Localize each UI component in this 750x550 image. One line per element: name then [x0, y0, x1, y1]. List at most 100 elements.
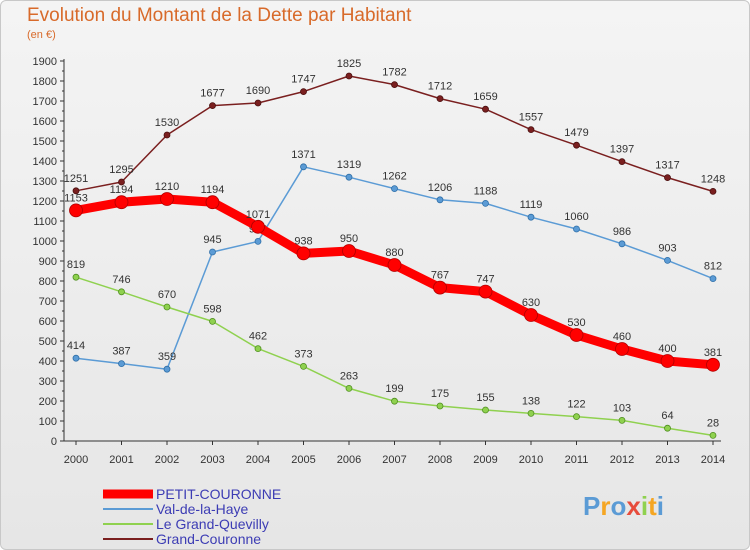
data-point-grand-couronne: [163, 131, 171, 139]
data-label-grand-couronne: 1397: [610, 144, 634, 156]
data-point-val-de-la-haye: [209, 248, 216, 256]
data-point-petit-couronne: [478, 284, 493, 299]
x-tick-label: 2006: [337, 454, 361, 466]
data-label-grand-couronne: 1825: [337, 58, 361, 70]
data-label-grand-couronne: 1557: [519, 112, 543, 124]
data-point-val-de-la-haye: [573, 225, 580, 233]
data-point-val-de-la-haye: [72, 354, 80, 362]
data-label-le-grand-quevilly: 122: [567, 399, 585, 411]
data-point-petit-couronne: [433, 280, 447, 295]
data-point-le-grand-quevilly: [345, 384, 353, 392]
data-label-petit-couronne: 381: [704, 347, 722, 359]
y-tick-label: 1800: [33, 76, 57, 88]
data-point-petit-couronne: [569, 328, 584, 342]
data-point-le-grand-quevilly: [573, 413, 580, 421]
data-point-le-grand-quevilly: [664, 424, 671, 432]
data-label-val-de-la-haye: 986: [613, 226, 631, 238]
data-point-val-de-la-haye: [709, 275, 717, 283]
data-point-val-de-la-haye: [254, 237, 262, 245]
data-point-val-de-la-haye: [345, 173, 353, 181]
y-tick-label: 1000: [33, 236, 57, 248]
x-tick-label: 2005: [291, 454, 315, 466]
data-label-grand-couronne: 1317: [655, 160, 679, 172]
y-tick-label: 1300: [33, 176, 57, 188]
data-label-petit-couronne: 400: [658, 343, 676, 355]
y-tick-label: 200: [39, 396, 57, 408]
data-label-val-de-la-haye: 1206: [428, 182, 452, 194]
data-label-grand-couronne: 1659: [473, 91, 497, 103]
data-label-le-grand-quevilly: 746: [112, 274, 130, 286]
data-point-le-grand-quevilly: [254, 345, 262, 353]
data-label-le-grand-quevilly: 598: [203, 303, 221, 315]
data-point-petit-couronne: [160, 192, 174, 206]
data-label-petit-couronne: 950: [340, 233, 358, 245]
y-tick-label: 600: [39, 316, 57, 328]
data-label-val-de-la-haye: 1319: [337, 159, 361, 171]
data-point-grand-couronne: [573, 141, 580, 149]
data-label-val-de-la-haye: 414: [67, 340, 85, 352]
y-tick-label: 1700: [33, 96, 57, 108]
data-point-grand-couronne: [436, 95, 444, 102]
data-label-grand-couronne: 1712: [428, 81, 452, 93]
x-tick-label: 2007: [382, 454, 406, 466]
logo-letter: x: [626, 491, 641, 521]
data-label-grand-couronne: 1248: [701, 173, 725, 185]
data-point-le-grand-quevilly: [209, 317, 216, 325]
data-label-petit-couronne: 1071: [246, 209, 270, 221]
y-tick-label: 400: [39, 356, 57, 368]
data-point-petit-couronne: [660, 354, 675, 368]
y-tick-label: 1400: [33, 156, 57, 168]
data-label-val-de-la-haye: 1371: [291, 149, 315, 161]
x-tick-label: 2001: [109, 454, 133, 466]
data-point-grand-couronne: [345, 72, 353, 80]
data-label-grand-couronne: 1690: [246, 85, 270, 97]
y-tick-label: 300: [39, 376, 57, 388]
data-label-le-grand-quevilly: 138: [522, 395, 540, 407]
logo-letter: P: [583, 491, 601, 521]
data-point-grand-couronne: [72, 187, 80, 195]
data-label-val-de-la-haye: 387: [112, 346, 130, 358]
data-label-petit-couronne: 530: [567, 317, 585, 329]
logo-letter: i: [640, 491, 649, 521]
data-point-grand-couronne: [527, 126, 535, 134]
data-point-petit-couronne: [296, 246, 311, 261]
y-tick-label: 1600: [33, 116, 57, 128]
data-point-val-de-la-haye: [118, 360, 125, 368]
data-label-grand-couronne: 1295: [109, 164, 133, 176]
data-label-petit-couronne: 1210: [155, 181, 179, 193]
y-tick-label: 1500: [33, 136, 57, 148]
data-point-val-de-la-haye: [618, 240, 626, 248]
data-point-grand-couronne: [391, 81, 398, 88]
data-label-val-de-la-haye: 1188: [474, 185, 498, 197]
data-point-grand-couronne: [300, 88, 307, 95]
x-tick-label: 2008: [428, 454, 452, 466]
legend-label-val-de-la-haye: Val-de-la-Haye: [156, 501, 249, 517]
data-label-val-de-la-haye: 1119: [520, 199, 543, 211]
data-label-grand-couronne: 1530: [155, 117, 179, 129]
legend-label-grand-couronne: Grand-Couronne: [156, 531, 261, 547]
data-label-petit-couronne: 630: [522, 297, 540, 309]
y-tick-label: 800: [39, 276, 57, 288]
y-tick-label: 900: [39, 256, 57, 268]
data-label-grand-couronne: 1782: [382, 67, 406, 79]
data-point-le-grand-quevilly: [527, 409, 535, 417]
x-tick-label: 2004: [246, 454, 270, 466]
logo-letter: i: [656, 491, 664, 521]
y-tick-label: 0: [51, 436, 57, 448]
data-point-le-grand-quevilly: [436, 402, 444, 410]
y-tick-label: 100: [39, 416, 57, 428]
data-point-petit-couronne: [706, 357, 720, 372]
data-point-val-de-la-haye: [664, 256, 671, 264]
data-label-le-grand-quevilly: 462: [249, 331, 267, 343]
y-tick-label: 1100: [33, 216, 57, 228]
data-label-petit-couronne: 767: [431, 270, 449, 282]
data-point-petit-couronne: [342, 244, 356, 258]
data-point-le-grand-quevilly: [482, 406, 489, 414]
logo-letter: o: [610, 491, 627, 521]
data-label-le-grand-quevilly: 155: [476, 392, 494, 404]
data-label-petit-couronne: 1194: [201, 184, 225, 196]
data-label-val-de-la-haye: 812: [704, 261, 722, 273]
data-label-grand-couronne: 1251: [64, 173, 88, 185]
data-point-val-de-la-haye: [391, 185, 398, 193]
